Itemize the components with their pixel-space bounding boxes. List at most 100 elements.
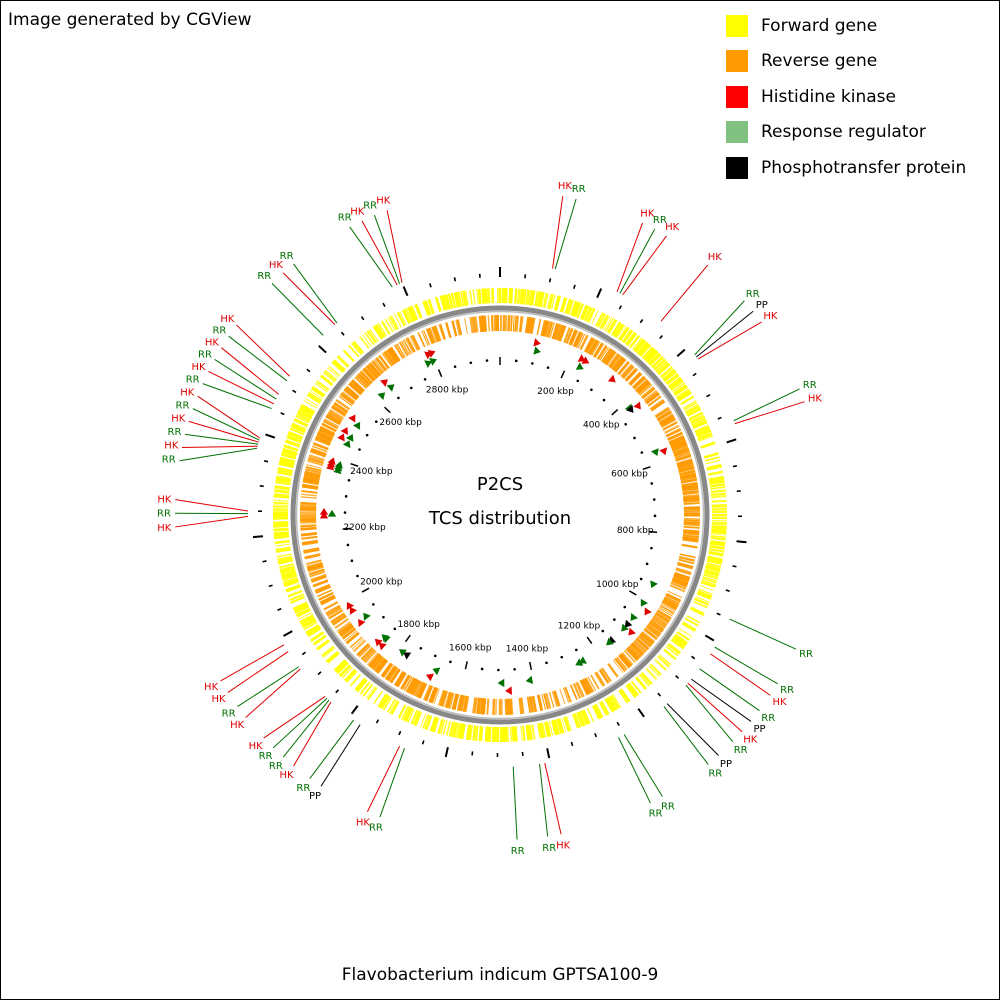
reverse-gene-mark (683, 506, 700, 510)
callout-leader-line (729, 618, 797, 650)
forward-gene-mark (642, 347, 655, 360)
callout-label-rr: RR (162, 454, 176, 465)
feature-rr-mark (533, 346, 541, 355)
callout-label-rr: RR (653, 215, 667, 226)
scale-minor-tick (346, 543, 350, 547)
reverse-gene-mark (659, 416, 676, 427)
forward-gene-mark (285, 439, 301, 446)
feature-hk-mark (581, 356, 590, 364)
feature-hk-mark (505, 686, 512, 695)
reverse-gene-mark (352, 379, 365, 391)
forward-gene-mark (411, 305, 419, 320)
forward-gene-mark (478, 726, 482, 742)
outer-minor-tick (453, 277, 457, 282)
forward-gene-mark (463, 290, 469, 306)
reverse-gene-mark (464, 318, 468, 334)
forward-gene-mark (694, 425, 709, 433)
callout-label-hk: HK (558, 181, 573, 192)
forward-gene-mark (278, 559, 294, 565)
outer-minor-tick (659, 335, 663, 340)
scale-minor-tick (639, 577, 643, 581)
reverse-gene-mark (386, 349, 397, 364)
scale-major-tick (642, 466, 651, 470)
reverse-gene-mark (662, 421, 678, 431)
reverse-gene-mark (682, 491, 699, 496)
reverse-gene-mark (308, 568, 325, 575)
outer-minor-tick (639, 319, 644, 324)
forward-gene-mark (390, 315, 400, 330)
scale-minor-tick (497, 668, 500, 672)
forward-gene-mark (598, 701, 608, 716)
reverse-gene-mark (433, 325, 441, 342)
feature-rr-mark (345, 433, 354, 442)
reverse-gene-mark (531, 317, 536, 334)
forward-gene-mark (305, 624, 320, 635)
reverse-gene-mark (300, 505, 317, 507)
forward-gene-mark (711, 526, 727, 530)
forward-gene-mark (548, 294, 554, 310)
forward-gene-mark (281, 571, 297, 578)
forward-gene-mark (672, 383, 686, 393)
reverse-gene-mark (635, 380, 650, 393)
feature-rr-mark (630, 613, 638, 621)
feature-pp-mark (624, 619, 633, 628)
scale-major-tick (649, 530, 658, 534)
forward-gene-mark (273, 529, 289, 532)
scale-minor-tick (356, 574, 359, 578)
forward-gene-mark (609, 695, 619, 710)
reverse-gene-mark (374, 658, 386, 672)
forward-gene-mark (695, 428, 711, 437)
forward-gene-mark (445, 294, 451, 310)
reverse-gene-mark (458, 694, 464, 712)
forward-gene-mark (651, 356, 663, 368)
scale-tick-label: 2400 kbp (350, 467, 393, 477)
forward-gene-mark (273, 494, 289, 498)
forward-gene-mark (558, 718, 565, 734)
forward-gene-mark (605, 318, 614, 332)
reverse-gene-mark (378, 355, 390, 369)
reverse-gene-mark (643, 628, 658, 641)
forward-gene-mark (300, 404, 315, 414)
forward-gene-mark (281, 450, 297, 457)
forward-gene-mark (286, 585, 301, 593)
reverse-gene-mark (580, 680, 589, 696)
reverse-gene-mark (439, 690, 447, 707)
reverse-gene-mark (336, 399, 351, 410)
callout-leader-line (282, 699, 330, 758)
forward-gene-mark (367, 687, 378, 701)
reverse-gene-mark (639, 634, 653, 646)
forward-gene-mark (710, 489, 726, 492)
scale-tick-label: 800 kbp (617, 526, 654, 536)
forward-gene-mark (289, 427, 305, 436)
callout-leader-line (175, 499, 249, 512)
callout-leader-line (282, 272, 336, 325)
reverse-gene-mark (674, 573, 690, 580)
outer-major-tick (726, 438, 737, 444)
forward-gene-mark (321, 646, 335, 657)
forward-gene-mark (275, 547, 291, 552)
reverse-gene-mark (373, 359, 385, 373)
callout-leader-line (552, 196, 564, 269)
forward-gene-mark (663, 370, 677, 382)
callout-leader-line (220, 644, 285, 682)
reverse-gene-mark (429, 687, 437, 703)
outer-minor-tick (706, 394, 711, 398)
scale-tick-label: 200 kbp (537, 387, 574, 397)
forward-gene-mark (299, 408, 314, 417)
reverse-gene-mark (584, 677, 595, 693)
forward-gene-mark (685, 617, 699, 626)
forward-gene-mark (595, 312, 603, 326)
reverse-gene-mark (353, 640, 367, 653)
reverse-gene-mark (658, 413, 674, 424)
reverse-gene-mark (363, 367, 376, 381)
outer-minor-tick (375, 719, 380, 724)
reverse-gene-mark (300, 496, 317, 499)
forward-gene-mark (303, 621, 318, 631)
reverse-gene-mark (428, 327, 437, 344)
forward-gene-mark (307, 391, 322, 403)
reverse-gene-mark (669, 584, 686, 593)
callout-leader-line (293, 263, 338, 324)
forward-gene-mark (561, 717, 567, 733)
forward-gene-mark (442, 720, 448, 735)
reverse-gene-mark (629, 644, 643, 658)
